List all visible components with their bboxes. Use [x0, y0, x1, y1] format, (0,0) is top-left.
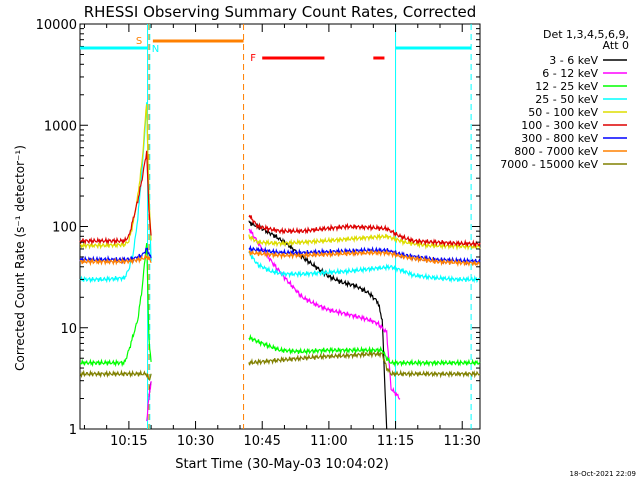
series-line	[79, 150, 152, 246]
series-line	[248, 220, 388, 430]
y-tick-label: 1000	[44, 119, 77, 134]
legend-label: 25 - 50 keV	[535, 93, 598, 106]
legend-label: 800 - 7000 keV	[514, 145, 598, 158]
y-tick-label: 10	[60, 322, 77, 337]
legend-label: 7000 - 15000 keV	[500, 158, 598, 171]
legend-header: Att 0	[603, 39, 629, 52]
series-line	[146, 381, 152, 422]
x-tick-label: 11:00	[310, 434, 347, 449]
x-axis-label: Start Time (30-May-03 10:04:02)	[175, 457, 389, 472]
legend-label: 12 - 25 keV	[535, 80, 598, 93]
y-tick-label: 10000	[36, 18, 77, 33]
series-line	[79, 253, 152, 267]
series-line	[248, 214, 481, 248]
series-line	[248, 249, 481, 284]
legend-label: 100 - 300 keV	[521, 119, 598, 132]
series-line	[79, 369, 152, 382]
legend-header: Det 1,3,4,5,6,9,	[543, 28, 629, 41]
x-tick-label: 10:15	[110, 434, 147, 449]
x-tick-label: 11:30	[443, 434, 480, 449]
footer-timestamp: 18-Oct-2021 22:09	[570, 470, 636, 478]
series-line	[248, 244, 481, 266]
x-tick-label: 10:45	[243, 434, 280, 449]
series-line	[248, 228, 401, 400]
y-tick-label: 1	[69, 423, 77, 438]
flare-label: F	[250, 53, 256, 64]
legend-label: 6 - 12 keV	[542, 67, 598, 80]
legend-label: 50 - 100 keV	[528, 106, 598, 119]
series-line	[248, 349, 481, 379]
chart-title: RHESSI Observing Summary Count Rates, Co…	[84, 3, 477, 21]
series-line	[79, 243, 152, 368]
night-label: N	[152, 44, 159, 55]
x-tick-label: 11:15	[377, 434, 414, 449]
series-line	[79, 102, 152, 284]
saa-label: S	[136, 36, 142, 47]
series-line	[248, 248, 480, 268]
series-line	[248, 233, 481, 251]
x-tick-label: 10:30	[177, 434, 214, 449]
y-tick-label: 100	[52, 221, 77, 236]
legend-label: 300 - 800 keV	[521, 132, 598, 145]
y-axis-label: Corrected Count Rate (s⁻¹ detector⁻¹)	[13, 145, 27, 371]
legend-label: 3 - 6 keV	[549, 54, 598, 67]
series-line	[248, 333, 481, 368]
